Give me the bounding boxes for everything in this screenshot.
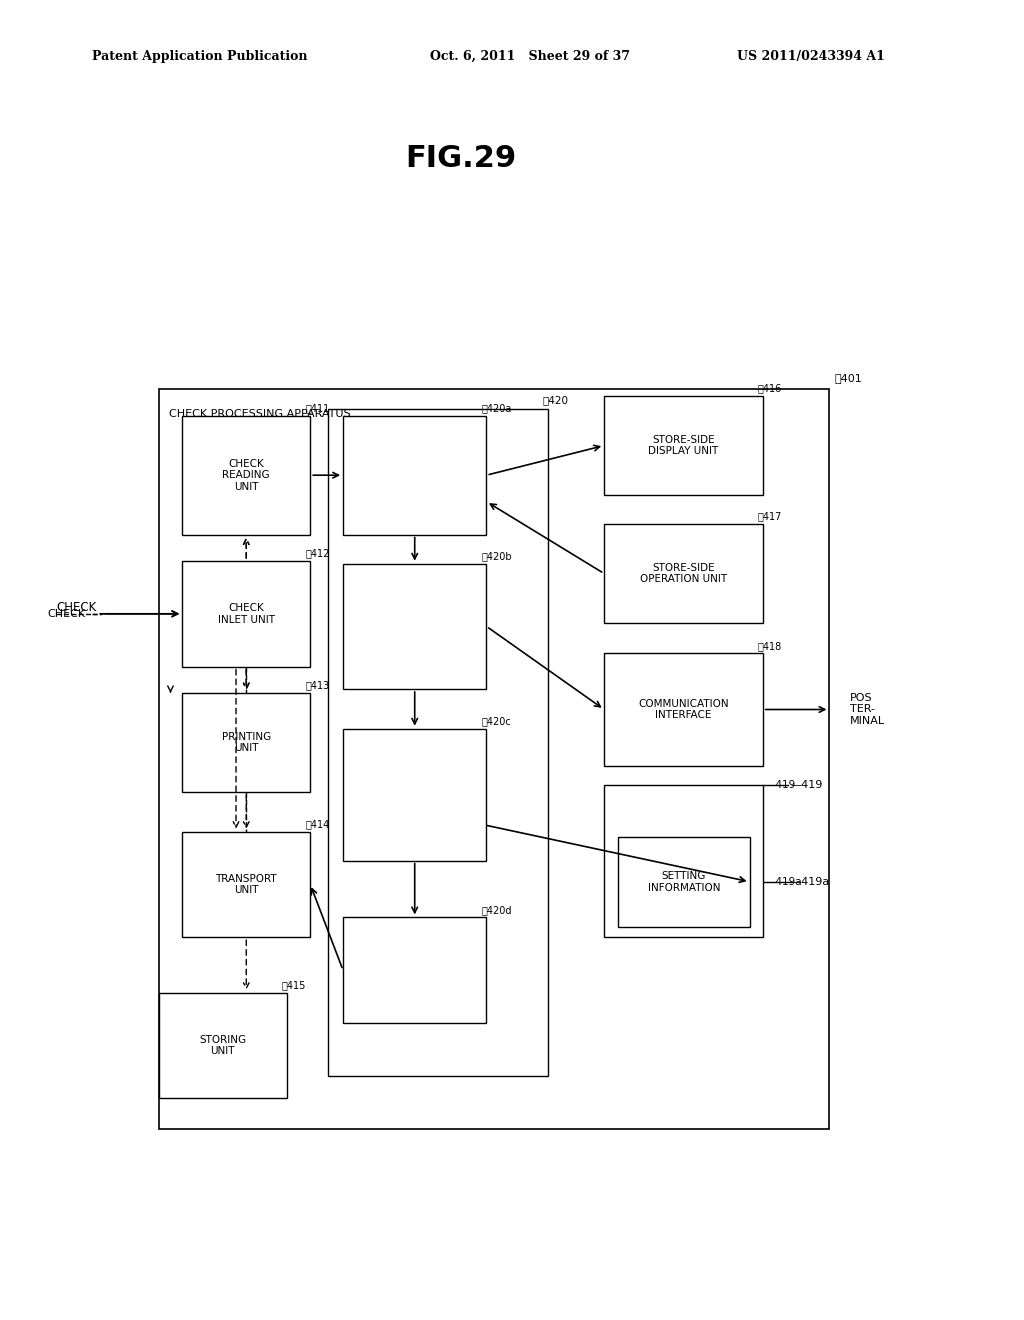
- Text: Patent Application Publication: Patent Application Publication: [92, 50, 307, 63]
- Text: CHECK
INLET UNIT: CHECK INLET UNIT: [218, 603, 274, 624]
- Text: SETTING
INFORMATION: SETTING INFORMATION: [648, 871, 720, 892]
- FancyBboxPatch shape: [343, 564, 486, 689]
- FancyBboxPatch shape: [343, 729, 486, 861]
- FancyBboxPatch shape: [182, 561, 310, 667]
- FancyBboxPatch shape: [618, 837, 750, 927]
- Text: 吁413: 吁413: [305, 680, 330, 690]
- FancyBboxPatch shape: [343, 416, 486, 535]
- FancyBboxPatch shape: [328, 409, 548, 1076]
- FancyBboxPatch shape: [159, 993, 287, 1098]
- Text: 吁420d: 吁420d: [481, 904, 512, 915]
- FancyBboxPatch shape: [182, 416, 310, 535]
- FancyBboxPatch shape: [159, 389, 829, 1129]
- FancyBboxPatch shape: [343, 917, 486, 1023]
- Text: US 2011/0243394 A1: US 2011/0243394 A1: [737, 50, 885, 63]
- Text: POST-
PROCESSING
DETERMINING
UNIT: POST- PROCESSING DETERMINING UNIT: [378, 772, 452, 817]
- Text: 吁420b: 吁420b: [481, 550, 512, 561]
- Text: PRINTING
UNIT: PRINTING UNIT: [221, 731, 271, 754]
- Text: 吁417: 吁417: [758, 511, 782, 521]
- FancyBboxPatch shape: [604, 396, 763, 495]
- Text: CHECK PROCESSING APPARATUS: CHECK PROCESSING APPARATUS: [169, 409, 350, 420]
- Text: STORING
UNIT: STORING UNIT: [199, 1035, 247, 1056]
- Text: INFORMATION
REPLENISHING
UNIT: INFORMATION REPLENISHING UNIT: [377, 458, 453, 492]
- Text: 吁401: 吁401: [835, 372, 862, 383]
- Text: —419: —419: [791, 780, 823, 791]
- FancyBboxPatch shape: [182, 693, 310, 792]
- Text: STORE-SIDE
DISPLAY UNIT: STORE-SIDE DISPLAY UNIT: [648, 434, 719, 457]
- Text: STORE-SIDE
OPERATION UNIT: STORE-SIDE OPERATION UNIT: [640, 562, 727, 585]
- Text: MEMORY: MEMORY: [660, 857, 707, 866]
- Text: POS
TER-
MINAL: POS TER- MINAL: [850, 693, 885, 726]
- Text: —419a: —419a: [766, 876, 803, 887]
- Text: —419a: —419a: [791, 876, 829, 887]
- Text: 吁412: 吁412: [305, 548, 330, 558]
- Text: COMMUNICATION
INTERFACE: COMMUNICATION INTERFACE: [638, 698, 729, 721]
- Text: FIG.29: FIG.29: [406, 144, 516, 173]
- Text: 吁418: 吁418: [758, 640, 782, 651]
- Text: CHECK: CHECK: [47, 609, 86, 619]
- Text: 吁416: 吁416: [758, 383, 782, 393]
- Text: TRANSPORT
UNIT: TRANSPORT UNIT: [215, 874, 278, 895]
- Text: CHECK-
INFORMATION
TRANSMITTING
UNIT: CHECK- INFORMATION TRANSMITTING UNIT: [376, 605, 454, 648]
- Text: 吁414: 吁414: [305, 818, 330, 829]
- Text: CHECK
READING
UNIT: CHECK READING UNIT: [222, 458, 270, 492]
- FancyBboxPatch shape: [604, 785, 763, 937]
- Text: 吁420: 吁420: [543, 395, 568, 405]
- Text: 吁420a: 吁420a: [481, 403, 512, 413]
- Text: 吁415: 吁415: [282, 979, 306, 990]
- Text: CHECK: CHECK: [56, 601, 97, 614]
- FancyBboxPatch shape: [604, 653, 763, 766]
- Text: 吁420c: 吁420c: [481, 715, 511, 726]
- Text: 吁411: 吁411: [305, 403, 330, 413]
- Text: Oct. 6, 2011   Sheet 29 of 37: Oct. 6, 2011 Sheet 29 of 37: [430, 50, 630, 63]
- Text: CONTROL UNIT: CONTROL UNIT: [395, 429, 480, 440]
- FancyBboxPatch shape: [604, 524, 763, 623]
- Text: DRIVE
CONTROL UNIT: DRIVE CONTROL UNIT: [376, 960, 454, 981]
- Text: —419: —419: [766, 780, 797, 791]
- FancyBboxPatch shape: [182, 832, 310, 937]
